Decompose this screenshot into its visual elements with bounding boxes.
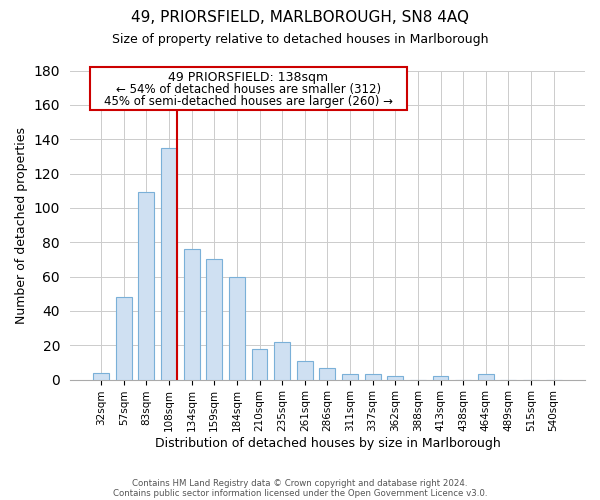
Text: 49, PRIORSFIELD, MARLBOROUGH, SN8 4AQ: 49, PRIORSFIELD, MARLBOROUGH, SN8 4AQ — [131, 10, 469, 25]
Bar — [319, 368, 335, 380]
Bar — [251, 348, 268, 380]
Y-axis label: Number of detached properties: Number of detached properties — [15, 126, 28, 324]
Bar — [297, 360, 313, 380]
Text: Size of property relative to detached houses in Marlborough: Size of property relative to detached ho… — [112, 32, 488, 46]
Bar — [342, 374, 358, 380]
X-axis label: Distribution of detached houses by size in Marlborough: Distribution of detached houses by size … — [155, 437, 500, 450]
Bar — [206, 260, 222, 380]
Bar — [93, 372, 109, 380]
Bar — [274, 342, 290, 380]
FancyBboxPatch shape — [90, 67, 407, 110]
Bar — [139, 192, 154, 380]
Text: 45% of semi-detached houses are larger (260) →: 45% of semi-detached houses are larger (… — [104, 94, 392, 108]
Bar — [478, 374, 494, 380]
Bar — [161, 148, 177, 380]
Bar — [229, 276, 245, 380]
Bar — [433, 376, 448, 380]
Bar — [388, 376, 403, 380]
Bar — [365, 374, 380, 380]
Bar — [116, 297, 131, 380]
Text: Contains HM Land Registry data © Crown copyright and database right 2024.: Contains HM Land Registry data © Crown c… — [132, 478, 468, 488]
Text: ← 54% of detached houses are smaller (312): ← 54% of detached houses are smaller (31… — [116, 82, 381, 96]
Text: 49 PRIORSFIELD: 138sqm: 49 PRIORSFIELD: 138sqm — [168, 70, 328, 84]
Text: Contains public sector information licensed under the Open Government Licence v3: Contains public sector information licen… — [113, 488, 487, 498]
Bar — [184, 249, 200, 380]
